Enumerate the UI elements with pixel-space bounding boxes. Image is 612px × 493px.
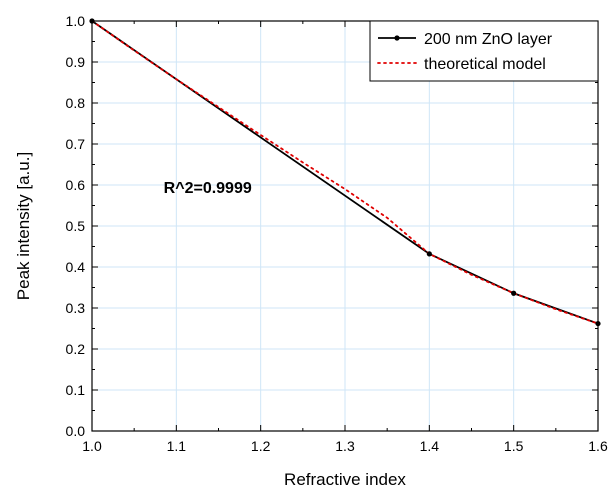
x-tick-labels: 1.0 1.1 1.2 1.3 1.4 1.5 1.6	[82, 438, 608, 454]
y-tick-label: 0.9	[66, 54, 86, 70]
y-tick-label: 0.4	[66, 259, 86, 275]
y-tick-label: 0.6	[66, 177, 86, 193]
y-tick-label: 0.3	[66, 300, 86, 316]
x-tick-label: 1.3	[335, 438, 355, 454]
x-tick-label: 1.5	[504, 438, 524, 454]
r-squared-annotation: R^2=0.9999	[164, 180, 252, 197]
legend-marker-200nm-zno	[394, 35, 400, 41]
legend-label-theoretical-model: theoretical model	[424, 56, 546, 73]
legend-box	[369, 20, 599, 82]
legend: 200 nm ZnO layer theoretical model	[369, 20, 599, 82]
y-tick-label: 0.1	[66, 382, 86, 398]
y-tick-label: 0.5	[66, 218, 86, 234]
x-tick-label: 1.1	[167, 438, 187, 454]
y-tick-label: 1.0	[66, 13, 86, 29]
legend-label-200nm-zno: 200 nm ZnO layer	[424, 31, 553, 48]
y-tick-label: 0.0	[66, 423, 86, 439]
grid-lines	[92, 21, 598, 431]
axis-ticks	[91, 20, 599, 432]
x-tick-label: 1.0	[82, 438, 102, 454]
x-tick-label: 1.4	[420, 438, 440, 454]
y-axis-title: Peak intensity [a.u.]	[14, 152, 33, 300]
y-tick-labels: 0.0 0.1 0.2 0.3 0.4 0.5 0.6 0.7 0.8 0.9 1.0	[66, 13, 86, 439]
y-tick-label: 0.2	[66, 341, 86, 357]
x-axis-title: Refractive index	[284, 470, 406, 489]
x-tick-label: 1.6	[588, 438, 608, 454]
y-tick-label: 0.7	[66, 136, 86, 152]
y-tick-label: 0.8	[66, 95, 86, 111]
series-layer	[89, 18, 601, 327]
x-tick-label: 1.2	[251, 438, 271, 454]
data-point-200nm-zno	[426, 251, 432, 257]
data-point-200nm-zno	[511, 290, 517, 296]
